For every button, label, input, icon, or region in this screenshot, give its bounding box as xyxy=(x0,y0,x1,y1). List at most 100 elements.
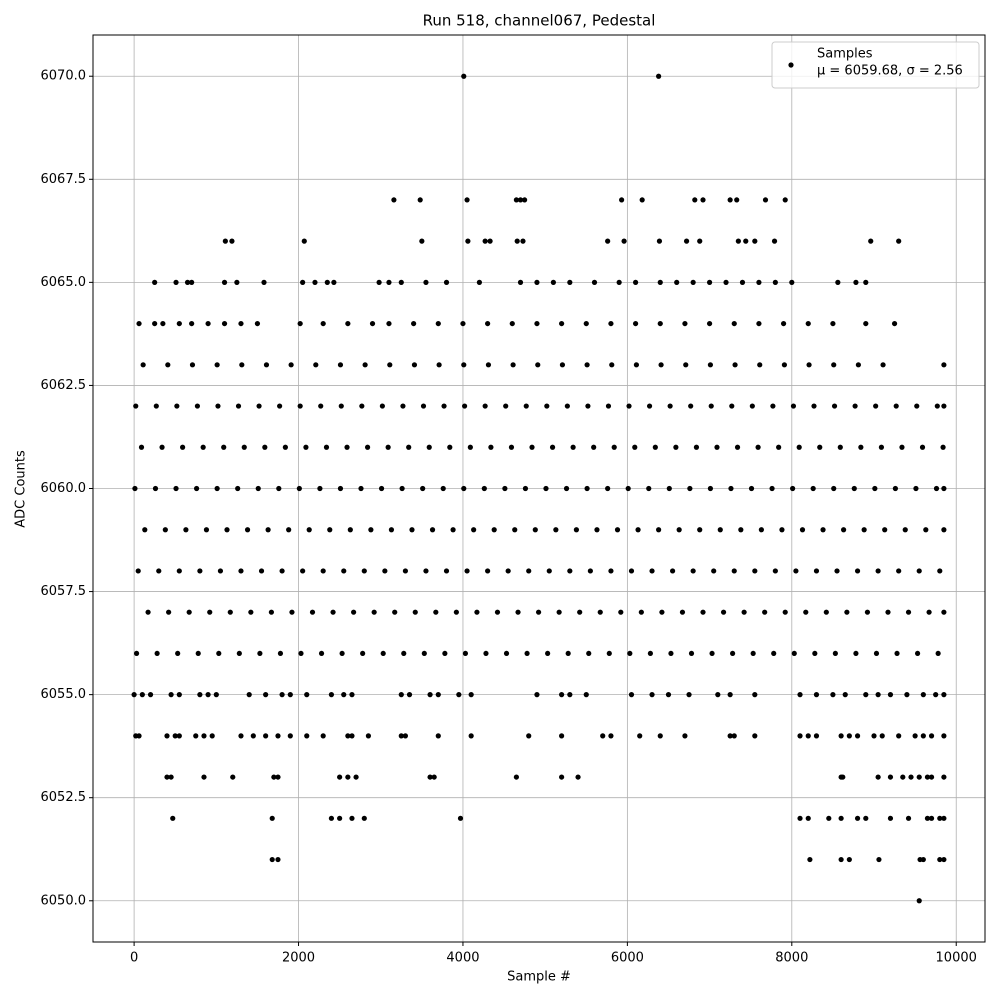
data-point xyxy=(468,692,474,698)
data-point xyxy=(297,320,303,327)
data-point xyxy=(312,279,318,285)
data-point xyxy=(723,279,729,285)
data-point xyxy=(236,650,242,657)
data-point xyxy=(443,279,450,285)
data-point xyxy=(688,403,694,409)
data-point xyxy=(349,815,355,821)
data-point xyxy=(256,403,262,409)
data-point xyxy=(436,362,442,368)
data-point xyxy=(893,403,899,409)
data-point xyxy=(442,650,448,657)
data-point xyxy=(402,733,409,739)
data-point xyxy=(288,362,294,368)
data-point xyxy=(780,320,787,327)
data-point xyxy=(337,362,344,368)
data-point xyxy=(337,815,343,821)
data-point xyxy=(553,527,559,533)
data-point xyxy=(279,568,285,574)
data-point xyxy=(878,444,885,450)
data-point xyxy=(263,692,269,698)
data-point xyxy=(417,197,423,203)
data-point xyxy=(690,568,696,574)
x-tick-label: 2000 xyxy=(282,951,315,966)
data-point xyxy=(919,444,926,450)
data-point xyxy=(577,609,583,615)
data-point xyxy=(534,692,540,698)
data-point xyxy=(485,362,492,368)
data-point xyxy=(502,485,508,492)
data-point xyxy=(887,815,894,821)
x-tick-label: 0 xyxy=(130,951,138,966)
data-point xyxy=(669,568,676,574)
data-point xyxy=(313,362,319,368)
data-point xyxy=(229,238,235,244)
y-tick-label: 6050.0 xyxy=(41,893,87,908)
data-point xyxy=(189,320,195,327)
data-point xyxy=(563,485,570,492)
data-point xyxy=(380,650,386,657)
data-point xyxy=(419,238,425,244)
data-point xyxy=(830,692,836,698)
data-point xyxy=(532,527,538,533)
data-point xyxy=(426,444,432,450)
data-point xyxy=(749,403,755,409)
data-point xyxy=(166,609,172,615)
data-point xyxy=(159,444,165,450)
data-point xyxy=(752,238,758,244)
data-point xyxy=(567,279,573,285)
data-point xyxy=(755,444,761,450)
data-point xyxy=(594,527,600,533)
data-point xyxy=(899,444,905,450)
data-point xyxy=(482,403,488,409)
data-point xyxy=(431,774,437,780)
data-point xyxy=(853,650,859,657)
data-point xyxy=(214,362,220,368)
data-point xyxy=(378,485,385,492)
data-point xyxy=(164,774,170,780)
data-point xyxy=(880,362,886,368)
x-tick-label: 4000 xyxy=(446,951,479,966)
data-point xyxy=(690,279,696,285)
data-point xyxy=(715,692,721,698)
data-point xyxy=(586,650,592,657)
data-point xyxy=(227,609,233,615)
data-point xyxy=(831,485,837,492)
data-point xyxy=(147,692,154,698)
data-point xyxy=(503,650,510,657)
data-point xyxy=(145,609,151,615)
data-point xyxy=(276,485,282,492)
data-point xyxy=(912,733,918,739)
data-point xyxy=(277,650,284,657)
data-point xyxy=(656,73,662,79)
data-point xyxy=(421,650,427,657)
data-point xyxy=(136,733,142,739)
data-point xyxy=(513,774,519,780)
data-point xyxy=(238,320,244,327)
chart-title: Run 518, channel067, Pedestal xyxy=(423,12,656,30)
data-point xyxy=(659,609,665,615)
data-point xyxy=(711,568,717,574)
data-point xyxy=(529,444,535,450)
data-point xyxy=(176,692,182,698)
legend-label: Samples xyxy=(817,47,873,62)
data-point xyxy=(234,279,240,285)
data-point xyxy=(337,485,344,492)
data-point xyxy=(782,197,788,203)
data-point xyxy=(364,444,371,450)
data-point xyxy=(853,279,859,285)
data-point xyxy=(697,527,703,533)
data-point xyxy=(304,733,310,739)
data-point xyxy=(605,403,612,409)
data-point xyxy=(386,320,392,327)
data-point xyxy=(584,362,590,368)
data-point xyxy=(345,774,351,780)
data-point xyxy=(868,238,874,244)
data-point xyxy=(543,485,549,492)
data-point xyxy=(254,320,261,327)
y-tick-label: 6057.5 xyxy=(41,584,87,599)
data-point xyxy=(914,650,921,657)
y-tick-label: 6067.5 xyxy=(41,172,87,187)
y-axis-label: ADC Counts xyxy=(14,450,29,528)
data-point xyxy=(224,527,230,533)
data-point xyxy=(873,403,879,409)
